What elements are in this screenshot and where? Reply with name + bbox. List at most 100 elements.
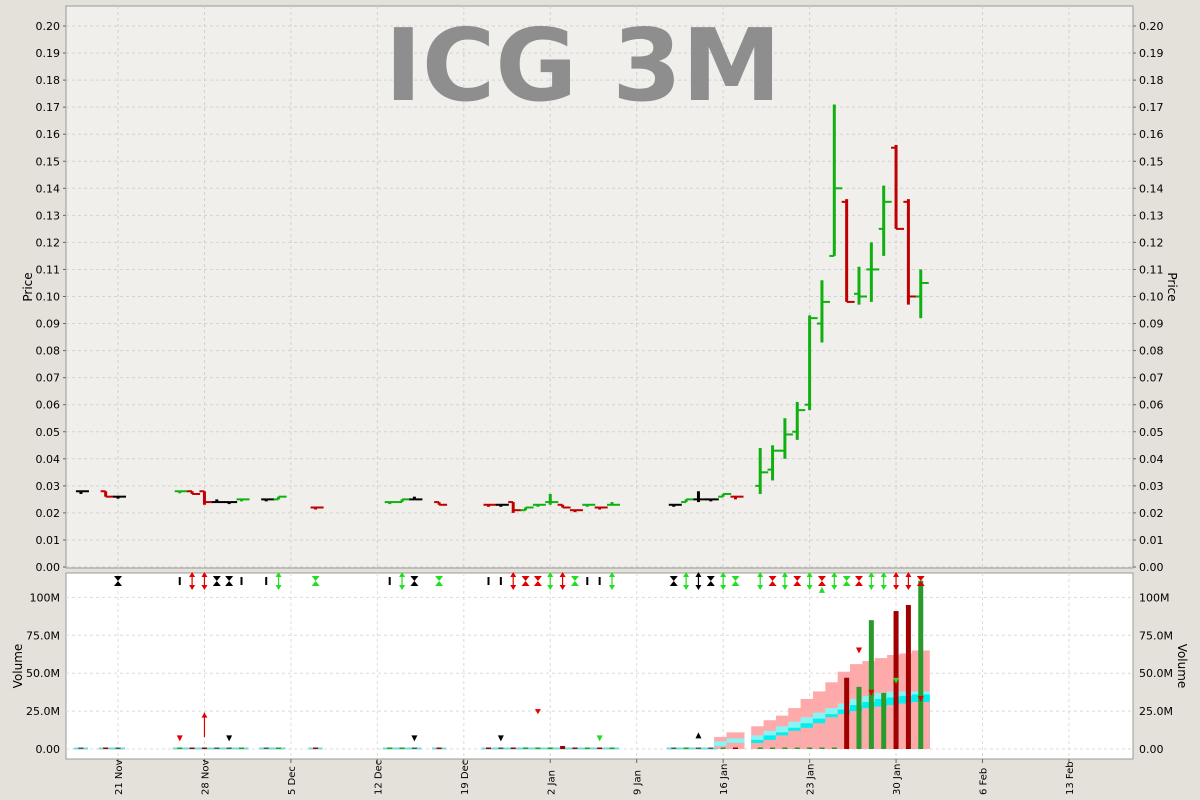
price-tick-label: 0.00 bbox=[36, 561, 61, 574]
signal-arrow-up bbox=[201, 572, 208, 577]
volume-axis-label-right: Volume bbox=[1175, 644, 1189, 689]
signal-hourglass bbox=[521, 576, 530, 586]
volume-bar bbox=[436, 747, 442, 749]
price-tick-label: 0.02 bbox=[36, 507, 61, 520]
price-tick-label-right: 0.06 bbox=[1139, 399, 1164, 412]
price-tick-label: 0.13 bbox=[36, 209, 61, 222]
price-tick-label-right: 0.02 bbox=[1139, 507, 1164, 520]
signal-arrow-down bbox=[880, 585, 887, 590]
signal-arrow-up bbox=[399, 572, 406, 577]
price-tick-label: 0.04 bbox=[36, 453, 61, 466]
price-tick-label-right: 0.07 bbox=[1139, 372, 1164, 385]
signal-hourglass bbox=[916, 576, 925, 586]
volume-bar bbox=[918, 580, 924, 749]
signal-arrow-up bbox=[905, 572, 912, 577]
date-tick-label: 13 Feb bbox=[1065, 761, 1076, 795]
price-tick-label-right: 0.12 bbox=[1139, 236, 1164, 249]
price-tick-label: 0.10 bbox=[36, 291, 61, 304]
date-tick-label: 30 Jan bbox=[892, 764, 903, 795]
signal-hourglass bbox=[225, 576, 234, 586]
price-axis: 0.00 0.00 0.01 0.01 0.02 0.02 0.03 0.03 0.04 0.04… bbox=[36, 20, 1164, 574]
volume-bar bbox=[881, 692, 887, 749]
volume-tick-label: 25.0M bbox=[26, 705, 60, 718]
signal-arrow-down bbox=[695, 585, 702, 590]
band-pink-lower bbox=[763, 739, 782, 749]
volume-bar bbox=[905, 604, 911, 749]
volume-tick-label-right: 50.0M bbox=[1139, 667, 1173, 680]
volume-bar bbox=[695, 747, 701, 749]
volume-bar bbox=[78, 747, 84, 749]
price-tick-label-right: 0.18 bbox=[1139, 74, 1164, 87]
signal-hourglass bbox=[731, 576, 740, 586]
band-pink-lower bbox=[726, 742, 745, 749]
price-tick-label: 0.14 bbox=[36, 182, 61, 195]
volume-tick-label-right: 25.0M bbox=[1139, 705, 1173, 718]
marker-down-triangle bbox=[868, 689, 875, 696]
price-tick-label-right: 0.14 bbox=[1139, 182, 1164, 195]
signal-arrow-down bbox=[275, 585, 282, 590]
signal-arrow-down bbox=[868, 585, 875, 590]
marker-down-triangle bbox=[856, 647, 862, 654]
marker-arrow-down bbox=[534, 709, 541, 715]
band-cyan-light bbox=[714, 741, 733, 749]
chart-title: ICG 3M bbox=[385, 7, 782, 124]
price-tick-label-right: 0.01 bbox=[1139, 534, 1164, 547]
signal-arrow-down bbox=[905, 585, 912, 590]
volume-tick-label-right: 0.00 bbox=[1139, 743, 1164, 756]
volume-bar bbox=[313, 747, 319, 749]
volume-bar bbox=[782, 747, 788, 749]
signal-arrow-up bbox=[547, 572, 554, 577]
date-tick-label: 23 Jan bbox=[806, 764, 817, 795]
date-tick-label: 9 Jan bbox=[633, 770, 644, 795]
signal-arrow-down bbox=[806, 585, 813, 590]
signal-arrow-down bbox=[201, 585, 208, 590]
date-tick-label: 6 Feb bbox=[979, 768, 990, 795]
signal-arrow-up bbox=[609, 572, 615, 577]
signal-markers bbox=[114, 572, 925, 742]
volume-bar bbox=[720, 747, 726, 749]
date-tick-label: 5 Dec bbox=[287, 766, 298, 795]
signal-arrow-down bbox=[510, 585, 517, 590]
volume-bar bbox=[609, 747, 615, 749]
volume-bar bbox=[572, 747, 578, 749]
price-tick-label: 0.05 bbox=[36, 426, 61, 439]
price-tick-label-right: 0.17 bbox=[1139, 101, 1164, 114]
volume-bar bbox=[831, 747, 837, 749]
volume-tick-label: 0.00 bbox=[36, 743, 61, 756]
volume-bar bbox=[757, 747, 763, 749]
signal-arrow-up bbox=[510, 572, 517, 577]
band-pink-lower bbox=[714, 745, 733, 749]
price-tick-label: 0.07 bbox=[36, 372, 61, 385]
marker-down-triangle bbox=[411, 735, 418, 742]
volume-bar bbox=[115, 747, 121, 749]
signal-hourglass bbox=[114, 576, 122, 586]
price-tick-label-right: 0.13 bbox=[1139, 209, 1164, 222]
volume-bar bbox=[226, 747, 232, 749]
date-tick-label: 12 Dec bbox=[373, 760, 384, 795]
volume-tick-label: 100M bbox=[30, 591, 61, 604]
signal-hourglass bbox=[842, 576, 851, 586]
signal-hourglass bbox=[669, 576, 678, 586]
signal-arrow-up bbox=[868, 572, 875, 577]
price-tick-label-right: 0.00 bbox=[1139, 561, 1164, 574]
price-tick-label: 0.15 bbox=[36, 155, 61, 168]
price-panel-background bbox=[65, 5, 1134, 569]
volume-bar bbox=[733, 747, 738, 749]
price-tick-label-right: 0.19 bbox=[1139, 47, 1164, 60]
signal-arrow-up bbox=[781, 572, 788, 577]
marker-up-triangle bbox=[695, 732, 702, 739]
volume-bar bbox=[103, 747, 109, 749]
price-tick-label: 0.11 bbox=[36, 263, 61, 276]
signal-arrow-down bbox=[189, 585, 196, 590]
signal-arrow-up bbox=[683, 572, 690, 577]
price-axis-label-right: Price bbox=[1165, 272, 1179, 301]
price-tick-label: 0.08 bbox=[36, 345, 61, 358]
price-tick-label: 0.20 bbox=[36, 20, 61, 33]
signal-hourglass bbox=[435, 576, 444, 586]
signal-arrow-up bbox=[189, 572, 196, 577]
signal-arrow-up bbox=[806, 572, 813, 577]
signal-hourglass bbox=[570, 576, 579, 586]
marker-arrow-up bbox=[201, 712, 208, 718]
price-tick-label-right: 0.05 bbox=[1139, 426, 1164, 439]
